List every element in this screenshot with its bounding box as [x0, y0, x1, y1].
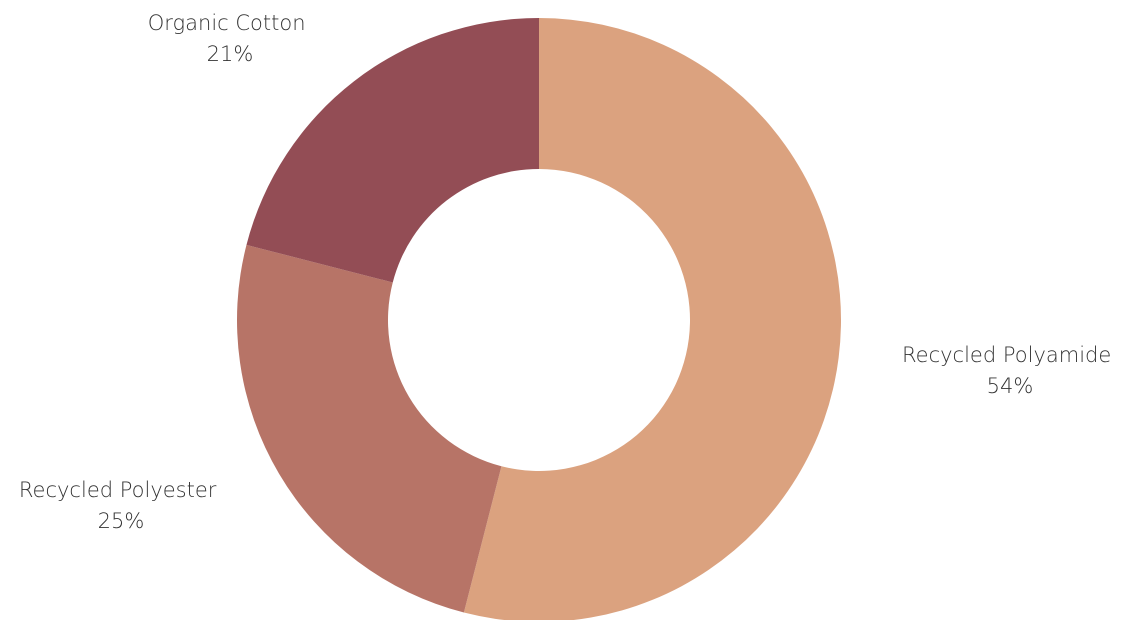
slice-organic-cotton: [246, 18, 539, 283]
slice-label-recycled-polyester: Recycled Polyester 25%: [19, 478, 223, 533]
slice-recycled-polyamide: [463, 18, 841, 620]
slice-label-recycled-polyamide-value: 54%: [987, 374, 1034, 398]
slice-label-organic-cotton-value: 21%: [207, 42, 254, 66]
slice-label-organic-cotton: Organic Cotton 21%: [148, 11, 312, 66]
slice-labels: Recycled Polyamide 54% Recycled Polyeste…: [19, 11, 1118, 533]
slice-label-recycled-polyester-value: 25%: [98, 509, 145, 533]
donut-slices: [237, 18, 841, 620]
slice-recycled-polyester: [237, 244, 502, 613]
slice-label-recycled-polyester-name: Recycled Polyester: [19, 478, 217, 502]
slice-label-organic-cotton-name: Organic Cotton: [148, 11, 306, 35]
slice-label-recycled-polyamide: Recycled Polyamide 54%: [902, 343, 1118, 398]
slice-label-recycled-polyamide-name: Recycled Polyamide: [902, 343, 1111, 367]
